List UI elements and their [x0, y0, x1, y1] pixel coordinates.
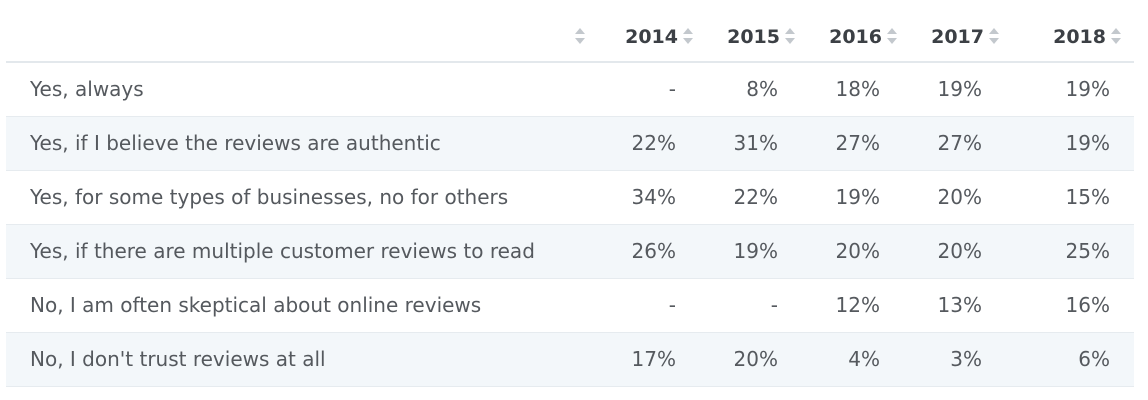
- column-header-text: 2018: [1053, 26, 1106, 49]
- table-cell-value: 26%: [631, 239, 676, 263]
- table-cell-value: 15%: [1065, 185, 1110, 209]
- sort-icon[interactable]: [988, 25, 1000, 47]
- table-cell-value: 31%: [733, 131, 778, 155]
- table-cell-value: 18%: [835, 77, 880, 102]
- table-cell-value: 6%: [1078, 347, 1110, 371]
- table-cell-value: 3%: [950, 347, 982, 371]
- table-cell-value: 8%: [746, 77, 778, 102]
- table-row: Yes, if I believe the reviews are authen…: [6, 116, 1134, 170]
- data-table: 2014 2015 2016 2017 2018 Yes, always - 8% 18% 19…: [6, 14, 1134, 387]
- table-cell-value: 16%: [1065, 293, 1110, 317]
- table-row: No, I am often skeptical about online re…: [6, 278, 1134, 332]
- column-header-year[interactable]: 2014: [606, 14, 708, 62]
- table-cell-value: -: [668, 77, 676, 102]
- column-header-text: 2016: [829, 26, 882, 49]
- sort-icon[interactable]: [682, 25, 694, 47]
- table-cell-value: 17%: [631, 347, 676, 371]
- header-row: 2014 2015 2016 2017 2018: [6, 14, 1134, 62]
- column-header-text: 2014: [625, 26, 678, 49]
- table-row: Yes, always - 8% 18% 19% 19%: [6, 62, 1134, 116]
- table-body: Yes, always - 8% 18% 19% 19% Yes, if I believe…: [6, 62, 1134, 386]
- table-row: No, I don't trust reviews at all 17% 20% 4%…: [6, 332, 1134, 386]
- column-header-year[interactable]: 2016: [810, 14, 912, 62]
- table-cell-value: 20%: [937, 239, 982, 263]
- sort-icon[interactable]: [1110, 25, 1122, 47]
- table-cell-value: 27%: [835, 131, 880, 155]
- table-cell-value: 20%: [937, 185, 982, 209]
- row-label: Yes, always: [30, 77, 144, 102]
- table-row: Yes, if there are multiple customer revi…: [6, 224, 1134, 278]
- table-cell-value: 19%: [1065, 77, 1110, 102]
- table-cell-value: 12%: [835, 293, 880, 317]
- table-cell-value: 27%: [937, 131, 982, 155]
- table-cell-value: 4%: [848, 347, 880, 371]
- table-cell-value: 22%: [733, 185, 778, 209]
- column-header-text: 2017: [931, 26, 984, 49]
- table-row: Yes, for some types of businesses, no fo…: [6, 170, 1134, 224]
- column-header-year[interactable]: 2017: [912, 14, 1014, 62]
- row-label: No, I don't trust reviews at all: [30, 347, 326, 371]
- table-cell-value: 13%: [937, 293, 982, 317]
- table-header: 2014 2015 2016 2017 2018: [6, 14, 1134, 62]
- column-header-label[interactable]: [6, 14, 606, 62]
- table-cell-value: 19%: [937, 77, 982, 102]
- row-label: Yes, if I believe the reviews are authen…: [30, 131, 441, 155]
- row-label: Yes, for some types of businesses, no fo…: [30, 185, 509, 209]
- table-cell-value: 25%: [1065, 239, 1110, 263]
- table-cell-value: -: [668, 293, 676, 317]
- table-cell-value: 34%: [631, 185, 676, 209]
- sort-icon[interactable]: [784, 25, 796, 47]
- column-header-year[interactable]: 2018: [1014, 14, 1134, 62]
- table-cell-value: 19%: [835, 185, 880, 209]
- data-table-container: 2014 2015 2016 2017 2018 Yes, always - 8% 18% 19…: [6, 14, 1134, 387]
- column-header-year[interactable]: 2015: [708, 14, 810, 62]
- table-cell-value: 22%: [631, 131, 676, 155]
- sort-icon[interactable]: [574, 25, 586, 47]
- table-cell-value: 20%: [733, 347, 778, 371]
- sort-icon[interactable]: [886, 25, 898, 47]
- table-cell-value: -: [770, 293, 778, 317]
- row-label: No, I am often skeptical about online re…: [30, 293, 482, 317]
- column-header-text: 2015: [727, 26, 780, 49]
- row-label: Yes, if there are multiple customer revi…: [30, 239, 535, 263]
- table-cell-value: 20%: [835, 239, 880, 263]
- table-cell-value: 19%: [1065, 131, 1110, 155]
- table-cell-value: 19%: [733, 239, 778, 263]
